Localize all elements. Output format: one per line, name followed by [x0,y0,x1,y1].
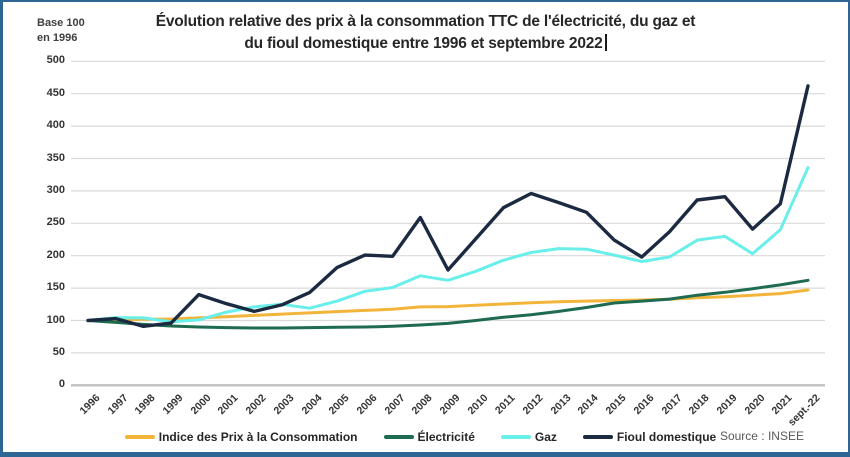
source-label: Source : INSEE [719,429,804,443]
legend-item-gaz: Gaz [500,430,557,444]
plot-area: 0 50 100 150 200 250 300 350 400 450 500 1996 1997 19… [3,2,848,452]
y-tick-label: 450 [46,86,65,99]
chart-title-line1: Évolution relative des prix à la consomm… [155,13,696,30]
legend-label: Gaz [534,430,557,444]
legend-item--lectricit-: Électricité [383,430,475,444]
y-tick-label: 100 [46,313,65,326]
y-tick-label: 300 [46,183,65,196]
y-tick-label: 200 [46,248,65,261]
legend-swatch-icon [383,435,414,439]
line-series--lectricit- [86,278,810,330]
axis-unit-note-line1: Base 100 [37,17,85,29]
chart-title: Évolution relative des prix à la consomm… [103,11,748,56]
text-cursor [604,34,607,52]
y-tick-label: 350 [46,151,65,164]
y-tick-label: 250 [46,216,65,229]
legend: Indice des Prix à la Consommation Électri… [123,430,718,444]
axis-unit-note-line2: en 1996 [37,31,78,44]
line-series-fioul-domestique [86,84,810,328]
legend-swatch-icon [582,435,613,439]
legend-item-fioul-domestique: Fioul domestique [582,430,717,444]
y-tick-label: 0 [58,378,65,391]
y-tick-label: 150 [46,281,65,294]
y-tick-label: 500 [46,54,65,67]
chart-title-line2-text: du fioul domestique entre 1996 et septem… [244,35,603,53]
line-series-gaz [86,166,810,324]
chart-canvas [71,60,825,387]
legend-label: Électricité [417,430,475,444]
chart-title-line2: du fioul domestique entre 1996 et septem… [103,33,748,55]
legend-label: Indice des Prix à la Consommation [158,430,358,444]
y-tick-label: 50 [52,345,65,358]
axis-unit-note: Base 100 en 1996 [37,16,85,46]
y-tick-label: 400 [46,119,65,132]
legend-swatch-icon [500,435,531,439]
legend-label: Fioul domestique [616,430,717,444]
legend-item-indice-des-prix-la-consommation: Indice des Prix à la Consommation [124,430,358,444]
legend-swatch-icon [124,435,155,439]
